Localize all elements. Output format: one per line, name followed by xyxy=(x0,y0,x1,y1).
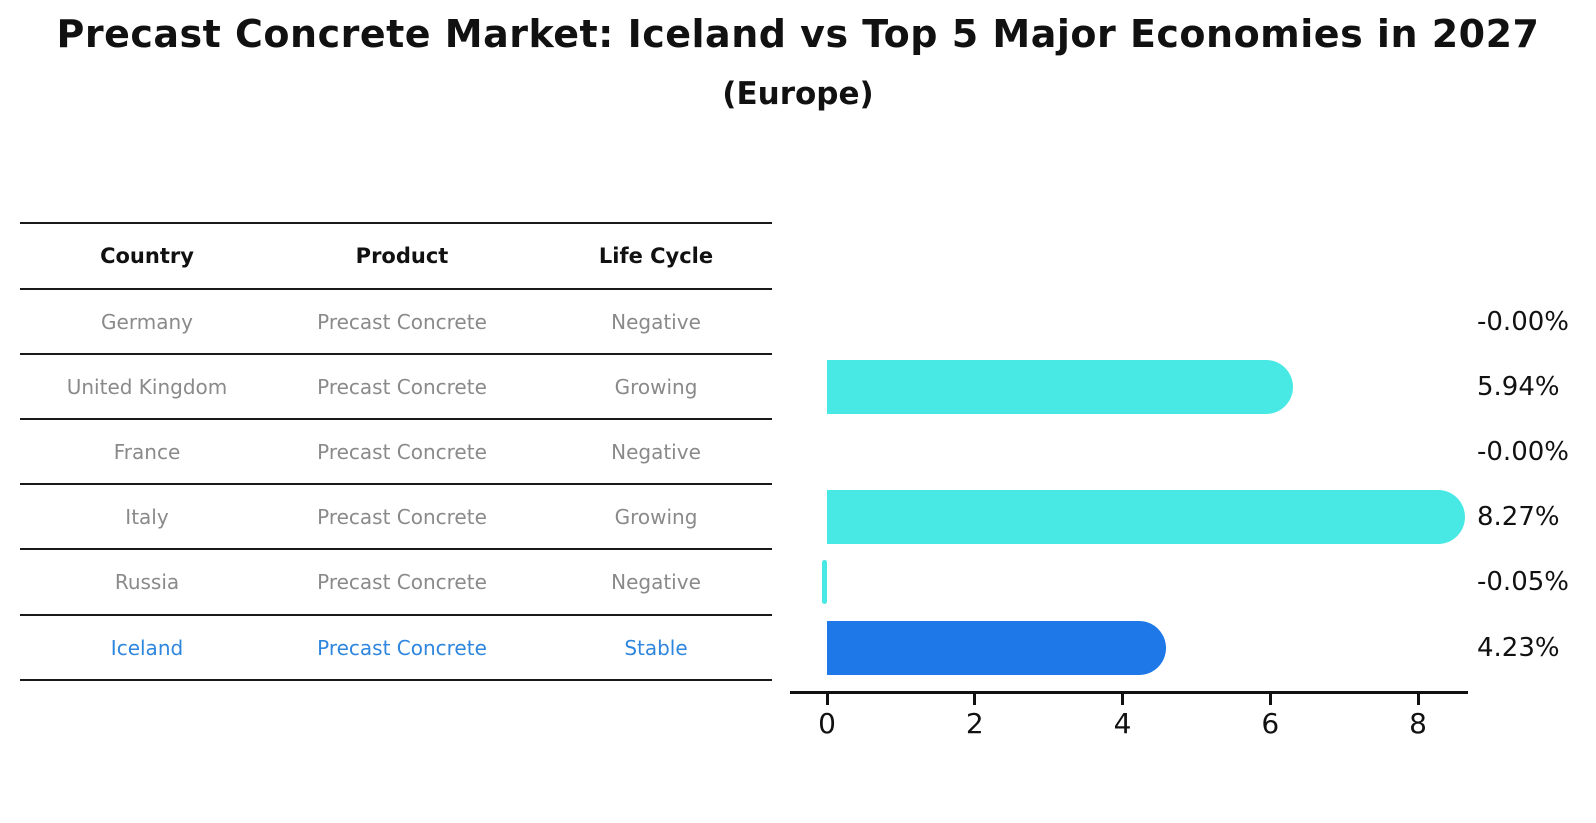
x-axis-tick xyxy=(1416,694,1420,705)
table-cell: Negative xyxy=(611,309,701,334)
x-axis-tick xyxy=(1121,694,1124,705)
table-cell: Growing xyxy=(614,374,698,399)
table-cell: Precast Concrete xyxy=(317,504,487,529)
table-rule xyxy=(20,222,772,224)
bar-negative xyxy=(822,560,827,604)
table-rule xyxy=(20,418,772,420)
table-cell: France xyxy=(113,439,181,464)
column-header-product: Product xyxy=(355,244,449,268)
table-cell: Iceland xyxy=(110,635,184,660)
x-axis-tick xyxy=(973,694,977,705)
value-label: 5.94% xyxy=(1477,371,1560,402)
x-axis-tick xyxy=(1268,694,1272,705)
table-cell: Precast Concrete xyxy=(317,570,487,594)
chart-subtitle: (Europe) xyxy=(722,76,874,112)
table-rule xyxy=(20,614,772,616)
value-label: 8.27% xyxy=(1477,501,1560,532)
x-axis-tick-label: 8 xyxy=(1409,707,1427,740)
table-cell: Precast Concrete xyxy=(317,439,487,464)
table-rule xyxy=(20,353,772,355)
table-cell: Growing xyxy=(614,504,698,529)
table-cell: Precast Concrete xyxy=(317,635,487,660)
column-header-country: Country xyxy=(100,244,194,268)
table-cell: Russia xyxy=(114,570,180,594)
table-cell: Negative xyxy=(611,439,701,464)
column-header-life-cycle: Life Cycle xyxy=(598,244,714,268)
table-rule xyxy=(20,288,772,290)
table-rule xyxy=(20,483,772,485)
table-cell: Italy xyxy=(125,504,169,529)
table-rule xyxy=(20,679,772,681)
x-axis-tick-label: 2 xyxy=(965,707,984,740)
value-label: -0.05% xyxy=(1477,567,1569,597)
bar-iceland xyxy=(827,620,1167,675)
table-cell: Negative xyxy=(611,570,701,594)
table-cell: Stable xyxy=(624,635,688,660)
value-label: 4.23% xyxy=(1477,632,1560,663)
bar xyxy=(827,359,1293,414)
value-label: -0.00% xyxy=(1477,436,1569,467)
table-rule xyxy=(20,548,772,550)
table-cell: Germany xyxy=(101,309,193,334)
x-axis-tick-label: 0 xyxy=(818,707,836,740)
bar xyxy=(827,489,1465,544)
x-axis-tick-label: 4 xyxy=(1113,707,1132,740)
x-axis-line xyxy=(790,691,1468,694)
x-axis-tick xyxy=(825,694,829,705)
value-label: -0.00% xyxy=(1477,306,1569,337)
table-cell: United Kingdom xyxy=(66,374,228,399)
table-cell: Precast Concrete xyxy=(317,309,487,334)
chart-title: Precast Concrete Market: Iceland vs Top … xyxy=(56,12,1540,56)
table-cell: Precast Concrete xyxy=(317,374,487,399)
x-axis-tick-label: 6 xyxy=(1261,707,1280,740)
